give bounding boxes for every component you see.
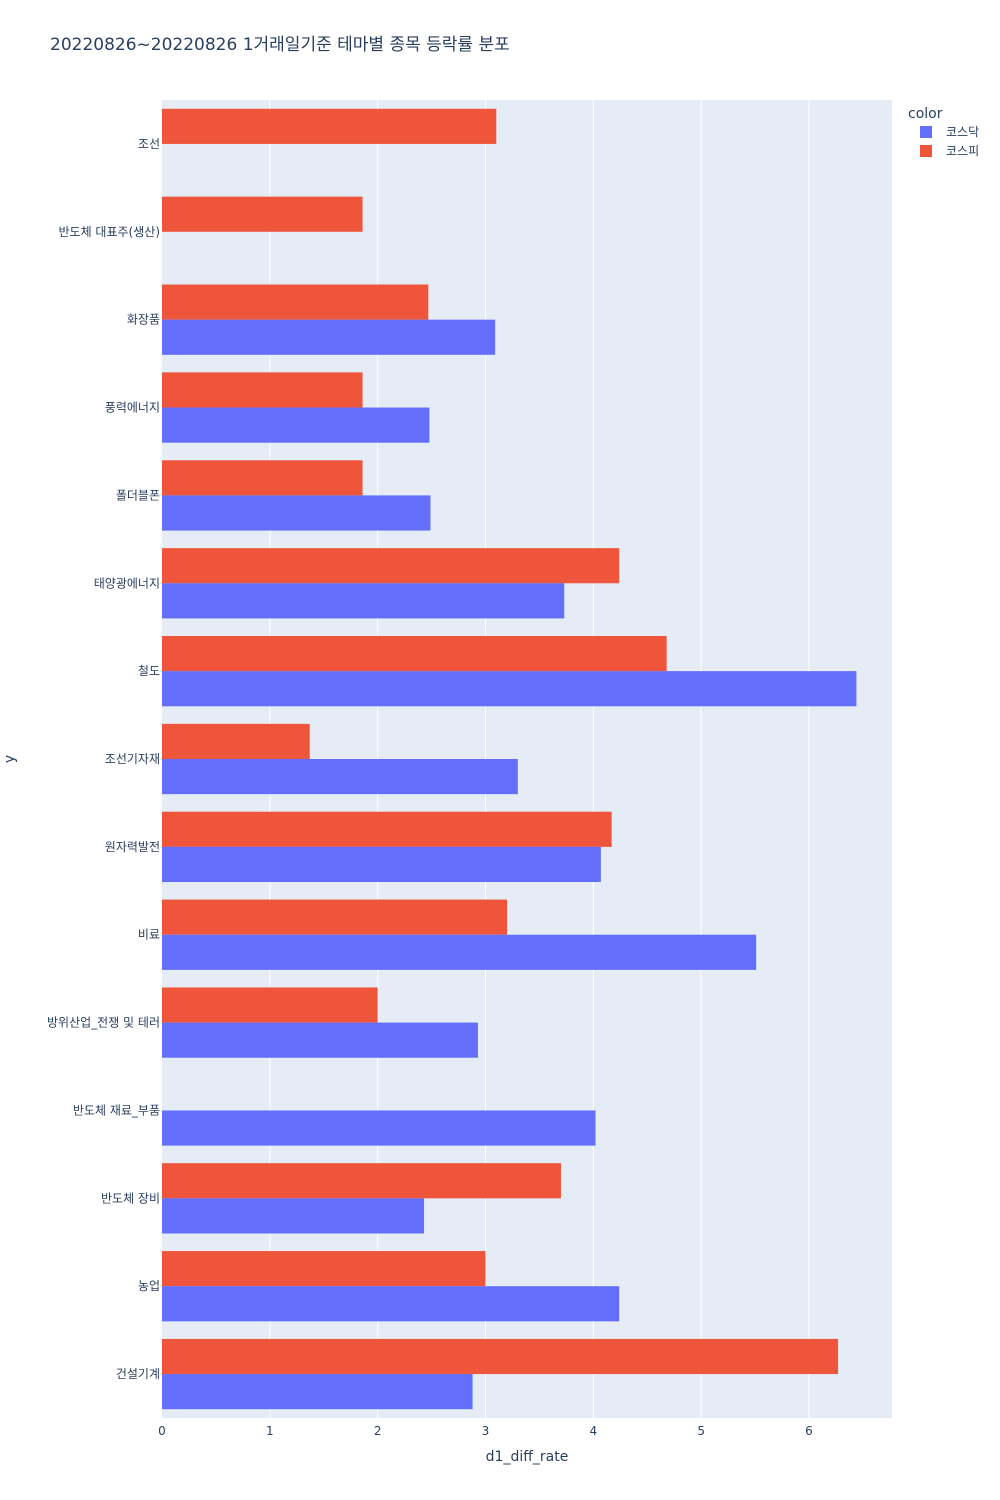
bar-코스닥-3 — [162, 407, 430, 443]
bar-코스닥-9 — [162, 934, 757, 970]
y-tick-label: 폴더블폰 — [116, 488, 160, 502]
bar-코스피-9 — [162, 899, 508, 935]
bar-코스피-4 — [162, 460, 363, 496]
bar-코스닥-11 — [162, 1110, 596, 1146]
bar-코스닥-10 — [162, 1022, 478, 1058]
bar-코스닥-2 — [162, 319, 496, 355]
y-tick-label: 반도체 재료_부품 — [73, 1103, 160, 1117]
x-tick-label: 1 — [266, 1424, 274, 1438]
y-tick-label: 농업 — [138, 1279, 160, 1293]
chart-title: 20220826~20220826 1거래일기준 테마별 종목 등락률 분포 — [50, 35, 510, 55]
y-tick-label: 반도체 대표주(생산) — [59, 225, 161, 239]
legend-label-코스피[interactable]: 코스피 — [946, 144, 979, 158]
bar-코스피-12 — [162, 1163, 561, 1199]
bar-코스닥-5 — [162, 583, 565, 619]
bar-코스피-8 — [162, 811, 612, 847]
bar-코스피-7 — [162, 723, 310, 759]
x-tick-label: 3 — [482, 1424, 490, 1438]
y-tick-label: 태양광에너지 — [94, 576, 160, 590]
bar-코스피-10 — [162, 987, 378, 1023]
bar-코스닥-4 — [162, 495, 431, 531]
bar-코스피-13 — [162, 1251, 486, 1287]
bar-코스닥-7 — [162, 759, 518, 795]
x-tick-label: 2 — [374, 1424, 382, 1438]
y-tick-label: 철도 — [138, 664, 160, 678]
legend-swatch-코스피 — [920, 145, 932, 157]
y-tick-label: 비료 — [138, 928, 160, 942]
x-tick-label: 0 — [158, 1424, 166, 1438]
bar-코스닥-13 — [162, 1286, 620, 1322]
x-tick-label: 5 — [697, 1424, 705, 1438]
y-tick-label: 조선기자재 — [105, 752, 160, 766]
x-tick-label: 4 — [589, 1424, 597, 1438]
bar-코스피-0 — [162, 108, 497, 144]
bar-코스닥-14 — [162, 1374, 473, 1410]
y-tick-label: 원자력발전 — [105, 840, 160, 854]
bar-코스닥-8 — [162, 846, 601, 883]
y-tick-label: 반도체 장비 — [101, 1191, 160, 1205]
x-tick-label: 6 — [805, 1424, 813, 1438]
bar-코스닥-12 — [162, 1198, 425, 1234]
bars — [162, 108, 857, 1410]
bar-코스피-6 — [162, 635, 667, 672]
bar-코스피-2 — [162, 284, 429, 320]
y-tick-label: 풍력에너지 — [105, 401, 160, 415]
y-tick-label: 방위산업_전쟁 및 테러 — [47, 1016, 160, 1030]
y-axis-title: y — [2, 755, 18, 763]
legend-title: color — [908, 106, 943, 122]
bar-코스피-5 — [162, 548, 620, 584]
y-tick-label: 화장품 — [127, 313, 160, 327]
legend-label-코스닥[interactable]: 코스닥 — [946, 125, 979, 139]
x-axis-ticks: 0 1 2 3 4 5 6 — [158, 1424, 813, 1438]
bar-코스피-1 — [162, 196, 363, 232]
bar-코스피-3 — [162, 372, 363, 408]
bar-코스닥-6 — [162, 671, 857, 707]
y-tick-label: 건설기계 — [116, 1367, 160, 1381]
legend-swatch-코스닥 — [920, 126, 932, 138]
x-axis-title: d1_diff_rate — [486, 1449, 569, 1465]
bar-코스피-14 — [162, 1338, 839, 1375]
y-tick-label: 조선 — [138, 137, 160, 151]
